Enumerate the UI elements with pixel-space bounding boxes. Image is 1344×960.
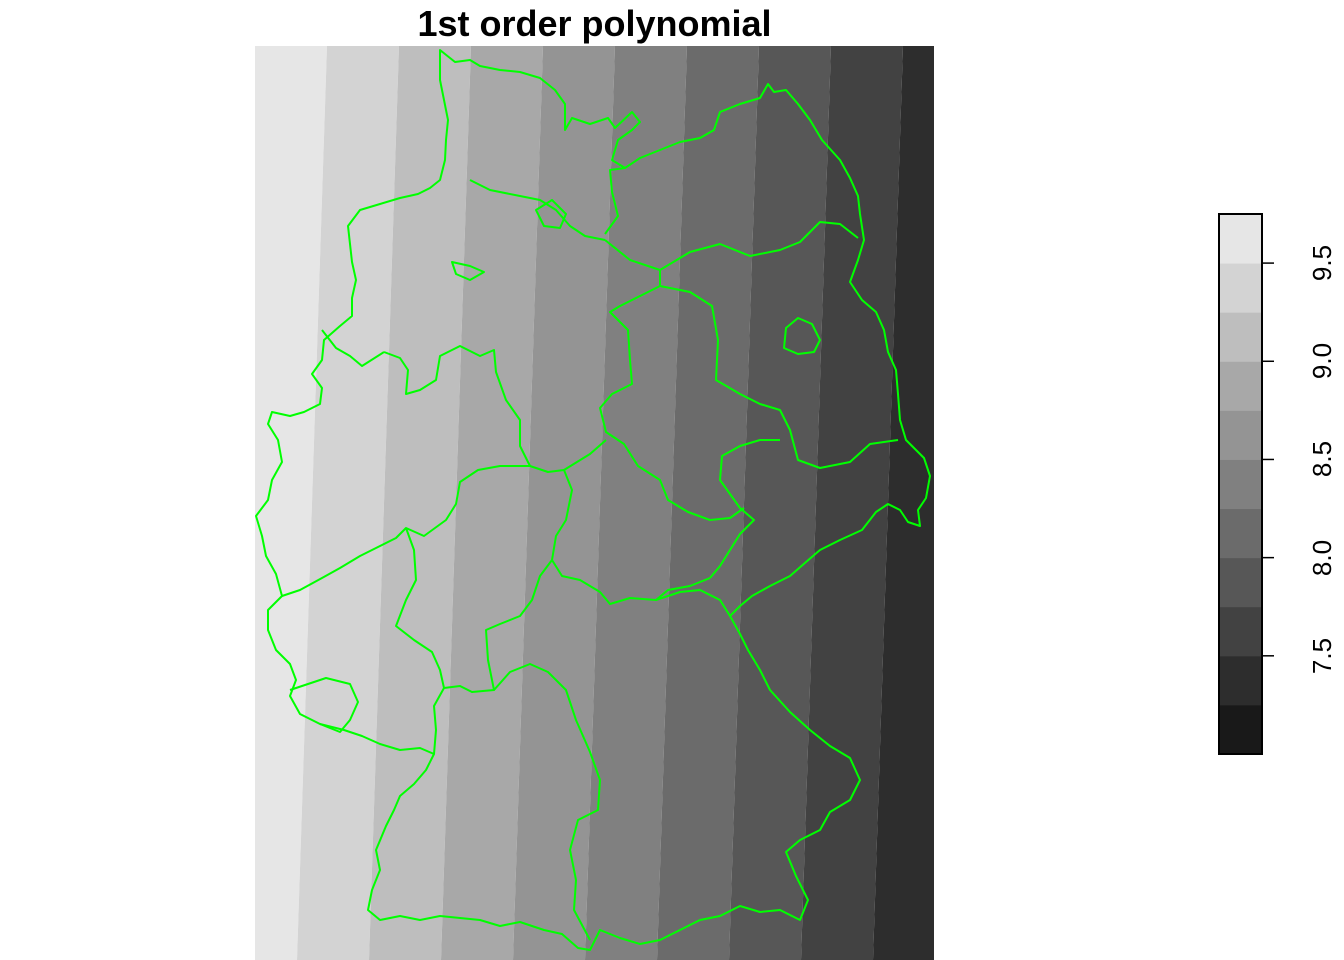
legend-tick-label: 8.5	[1307, 441, 1337, 478]
legend-swatch	[1219, 312, 1262, 362]
raster-band	[369, 46, 471, 960]
berlin-outline	[783, 317, 821, 355]
legend-tick-label: 8.0	[1307, 539, 1337, 576]
border-ni-st	[599, 270, 745, 521]
legend-swatch	[1219, 655, 1262, 706]
border-ni-th	[563, 439, 607, 471]
raster-band	[945, 46, 984, 960]
legend-tick-label: 7.5	[1307, 637, 1337, 674]
raster-band	[729, 46, 831, 960]
border-st-sn	[709, 439, 780, 579]
raster-band	[801, 46, 903, 960]
state-borders	[255, 49, 931, 951]
raster-band	[441, 46, 543, 960]
raster-band	[513, 46, 615, 960]
legend-swatch	[1219, 361, 1262, 411]
border-mv-bb	[604, 221, 859, 271]
border-sh-ni	[469, 179, 606, 241]
legend-swatch	[1219, 263, 1262, 313]
border-sh-mv	[604, 167, 626, 235]
legend-swatch	[1219, 704, 1262, 755]
border-nw-north	[321, 329, 385, 367]
germany-outline	[255, 49, 931, 951]
border-by-th	[655, 589, 731, 617]
border-rp-bw	[433, 687, 445, 755]
raster-band	[873, 46, 934, 960]
legend-swatch	[1219, 214, 1262, 264]
color-legend	[1218, 213, 1274, 755]
raster-band	[585, 46, 687, 960]
hamburg-outline	[535, 199, 567, 229]
legend-swatch	[1219, 508, 1262, 559]
map-title: 1st order polynomial	[417, 3, 772, 44]
legend-frame	[1218, 213, 1263, 755]
border-ni-nw	[383, 345, 531, 467]
raster-band	[297, 46, 399, 960]
legend-swatch	[1219, 606, 1262, 657]
interpolation-raster	[255, 46, 984, 960]
border-bw-by	[493, 663, 601, 941]
border-he-by	[443, 559, 553, 693]
raster-band	[657, 46, 759, 960]
legend-tick-label: 9.5	[1307, 245, 1337, 282]
legend-swatch	[1219, 410, 1262, 460]
bremen-outline	[451, 261, 485, 281]
border-he-rp	[395, 527, 445, 689]
legend-tick-label: 9.0	[1307, 343, 1337, 380]
border-st-bb	[659, 285, 899, 469]
border-he-th	[529, 465, 711, 605]
legend-swatch	[1219, 557, 1262, 608]
legend-swatch	[1219, 459, 1262, 510]
saarland-outline	[289, 677, 359, 733]
raster-band	[255, 46, 327, 960]
